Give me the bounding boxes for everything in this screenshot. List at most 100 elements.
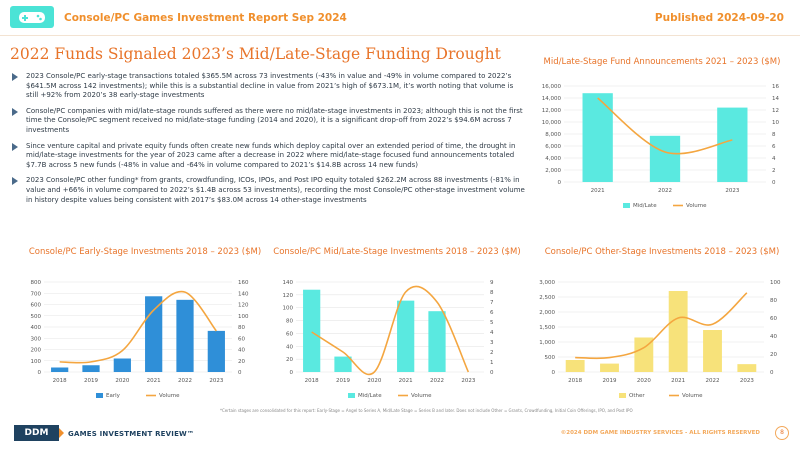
y-tick-label: 6,000 <box>545 144 561 150</box>
legend-line-label: Volume <box>686 203 707 209</box>
x-tick-label: 2022 <box>658 188 672 194</box>
legend-bar-swatch <box>348 393 355 398</box>
bar <box>207 330 225 372</box>
x-tick-label: 2023 <box>209 378 223 384</box>
y-tick-label: 3,000 <box>539 280 555 286</box>
y-tick-label: 20 <box>286 357 293 363</box>
bar <box>176 299 194 372</box>
y-tick-label: 60 <box>286 331 293 337</box>
y2-tick-label: 60 <box>770 316 777 322</box>
gamepad-icon <box>19 12 45 23</box>
bar <box>145 296 163 372</box>
report-logo <box>10 6 54 28</box>
y2-tick-label: 2 <box>490 350 494 356</box>
y-tick-label: 40 <box>286 344 293 350</box>
y2-tick-label: 6 <box>772 144 776 150</box>
y2-tick-label: 100 <box>770 280 781 286</box>
bar <box>649 135 681 182</box>
published-date: Published 2024-09-20 <box>654 12 784 24</box>
bullet-item: Since venture capital and private equity… <box>12 142 527 171</box>
bullet-text: 2023 Console/PC other funding* from gran… <box>26 176 525 204</box>
x-tick-label: 2018 <box>568 378 582 384</box>
other-stage-chart-title: Console/PC Other-Stage Investments 2018 … <box>528 246 796 258</box>
bullet-item: Console/PC companies with mid/late-stage… <box>12 107 527 136</box>
legend-bar-label: Early <box>106 393 121 399</box>
legend-line-label: Volume <box>411 393 432 399</box>
bullet-arrow-icon <box>12 107 18 116</box>
bullet-item: 2023 Console/PC early-stage transactions… <box>12 72 527 101</box>
y-tick-label: 500 <box>545 355 556 361</box>
x-tick-label: 2020 <box>637 378 651 384</box>
fund-announcements-chart: 0 2,000 4,000 6,000 8,000 10,000 12,000 14,000 1… <box>542 84 780 209</box>
bullet-list: 2023 Console/PC early-stage transactions… <box>12 72 527 211</box>
other-stage-chart-title-text: Console/PC Other-Stage Investments 2018 … <box>544 247 780 257</box>
y-tick-label: 2,000 <box>545 168 561 174</box>
bar <box>303 289 321 372</box>
fund-announcements-chart-title: Mid/Late-Stage Fund Announcements 2021 –… <box>543 57 781 67</box>
bar <box>82 365 100 372</box>
x-tick-label: 2021 <box>399 378 413 384</box>
y-tick-label: 2,500 <box>539 295 555 301</box>
bullet-item: 2023 Console/PC other funding* from gran… <box>12 176 527 205</box>
x-tick-label: 2021 <box>147 378 161 384</box>
x-tick-label: 2022 <box>706 378 720 384</box>
y2-tick-label: 0 <box>772 180 776 186</box>
y2-tick-label: 60 <box>238 336 245 342</box>
y-tick-label: 120 <box>283 293 294 299</box>
y2-tick-label: 6 <box>490 310 494 316</box>
bar <box>703 330 722 372</box>
page-title: 2022 Funds Signaled 2023’s Mid/Late-Stag… <box>10 45 501 63</box>
ddm-arrow-icon <box>59 428 64 438</box>
y-tick-label: 0 <box>290 370 294 376</box>
bar <box>565 360 585 372</box>
early-stage-chart: 0 100 200 300 400 500 600 700 800 0 20 40 60 80 100 120… <box>31 280 249 399</box>
x-tick-label: 2019 <box>603 378 617 384</box>
copyright-text: ©2024 DDM GAME INDUSTRY SERVICES - ALL R… <box>560 430 760 436</box>
y-tick-label: 10,000 <box>542 120 562 126</box>
bullet-text: 2023 Console/PC early-stage transactions… <box>26 72 514 100</box>
y2-tick-label: 9 <box>490 280 494 286</box>
y2-tick-label: 16 <box>772 84 779 90</box>
footer-bar: DDM GAMES INVESTMENT REVIEW™ ©2024 DDM G… <box>0 416 800 450</box>
y-tick-label: 0 <box>558 180 562 186</box>
y2-tick-label: 20 <box>238 359 245 365</box>
y2-tick-label: 4 <box>772 156 776 162</box>
bullet-arrow-icon <box>12 177 18 186</box>
y-tick-label: 400 <box>31 325 42 331</box>
y-tick-label: 0 <box>38 370 42 376</box>
y2-tick-label: 2 <box>772 168 776 174</box>
early-stage-chart-title-text: Console/PC Early-Stage Investments 2018 … <box>28 247 262 257</box>
y-tick-label: 2,000 <box>539 310 555 316</box>
y2-tick-label: 80 <box>238 325 245 331</box>
bullet-arrow-icon <box>12 142 18 151</box>
legend-bar-label: Mid/Late <box>633 203 657 209</box>
y2-tick-label: 7 <box>490 300 494 306</box>
x-tick-label: 2019 <box>336 378 350 384</box>
y-tick-label: 16,000 <box>542 84 562 90</box>
report-title: Console/PC Games Investment Report Sep 2… <box>64 12 347 24</box>
bar <box>334 356 352 372</box>
y-tick-label: 300 <box>31 336 42 342</box>
legend-bar-swatch <box>623 203 630 208</box>
bar <box>51 367 69 372</box>
y2-tick-label: 160 <box>238 280 249 286</box>
legend-bar-swatch <box>96 393 103 398</box>
ddm-logo: DDM <box>14 425 64 441</box>
y-tick-label: 100 <box>283 306 294 312</box>
y2-tick-label: 0 <box>238 370 242 376</box>
volume-line <box>597 97 733 155</box>
y2-tick-label: 14 <box>772 96 779 102</box>
y-tick-label: 200 <box>31 348 42 354</box>
x-tick-label: 2020 <box>367 378 381 384</box>
page-number: 8 <box>775 426 789 440</box>
volume-line <box>59 290 217 364</box>
x-tick-label: 2023 <box>740 378 754 384</box>
y2-tick-label: 10 <box>772 120 779 126</box>
x-tick-label: 2022 <box>430 378 444 384</box>
x-tick-label: 2022 <box>178 378 192 384</box>
bullet-text: Since venture capital and private equity… <box>26 141 516 169</box>
y2-tick-label: 0 <box>490 370 494 376</box>
legend-line-label: Volume <box>682 393 703 399</box>
y2-tick-label: 100 <box>238 314 249 320</box>
y-tick-label: 80 <box>286 319 293 325</box>
